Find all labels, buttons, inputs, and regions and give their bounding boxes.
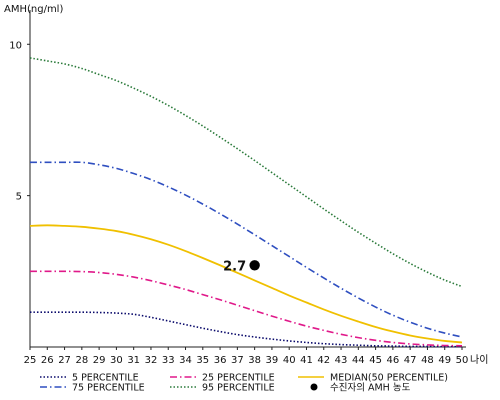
series-line-4 — [29, 57, 463, 288]
x-tick-label: 37 — [231, 355, 244, 366]
x-tick-label: 34 — [179, 355, 192, 366]
x-tick-label: 32 — [145, 355, 158, 366]
patient-marker: 2.7 — [223, 259, 260, 274]
x-tick-label: 49 — [438, 355, 451, 366]
x-tick-label: 26 — [41, 355, 54, 366]
x-tick-label: 33 — [162, 355, 175, 366]
legend-label-0: 5 PERCENTILE — [72, 373, 139, 384]
x-tick-label: 25 — [24, 355, 37, 366]
series-line-3 — [30, 161, 463, 338]
y-axis-label: AMH(ng/ml) — [4, 4, 63, 15]
x-tick-label: 30 — [110, 355, 123, 366]
legend-label-4: 95 PERCENTILE — [202, 383, 275, 394]
x-tick-label: 28 — [75, 355, 88, 366]
x-tick-label: 47 — [404, 355, 417, 366]
x-tick-label: 27 — [58, 355, 71, 366]
x-tick-label: 42 — [317, 355, 330, 366]
x-tick-label: 38 — [248, 355, 261, 366]
series-lines — [29, 57, 463, 348]
series-line-2 — [29, 224, 463, 344]
x-tick-label: 46 — [387, 355, 400, 366]
x-tick-label: 43 — [335, 355, 348, 366]
x-tick-label: 41 — [300, 355, 313, 366]
x-tick-label: 44 — [352, 355, 365, 366]
tick-labels: 25 26 27 28 29 30 31 32 33 34 35 36 37 38 39 40 41 42 43 44… — [9, 40, 468, 366]
y-tick-label: 10 — [9, 40, 22, 51]
series-line-1 — [30, 270, 463, 347]
x-tick-label: 45 — [369, 355, 382, 366]
x-tick-label: 36 — [214, 355, 227, 366]
x-tick-label: 40 — [283, 355, 296, 366]
legend-label-2: MEDIAN(50 PERCENTILE) — [330, 373, 448, 384]
patient-point-label-0: 2.7 — [223, 259, 246, 274]
x-axis-label: 나이 — [470, 354, 488, 366]
legend-label-5: 수진자의 AMH 농도 — [330, 383, 411, 394]
patient-point-0 — [249, 260, 260, 271]
x-tick-label: 29 — [93, 355, 106, 366]
legend: 5 PERCENTILE 25 PERCENTILE MEDIAN(50 PERCE… — [40, 373, 448, 394]
legend-label-3: 75 PERCENTILE — [72, 383, 145, 394]
y-tick-label: 5 — [16, 192, 22, 203]
legend-swatch-5 — [310, 383, 318, 391]
x-tick-label: 35 — [196, 355, 209, 366]
legend-label-1: 25 PERCENTILE — [202, 373, 275, 384]
series-line-0 — [30, 311, 463, 348]
x-tick-label: 31 — [127, 355, 140, 366]
x-tick-label: 48 — [421, 355, 434, 366]
x-tick-label: 50 — [456, 355, 469, 366]
x-tick-label: 39 — [266, 355, 279, 366]
